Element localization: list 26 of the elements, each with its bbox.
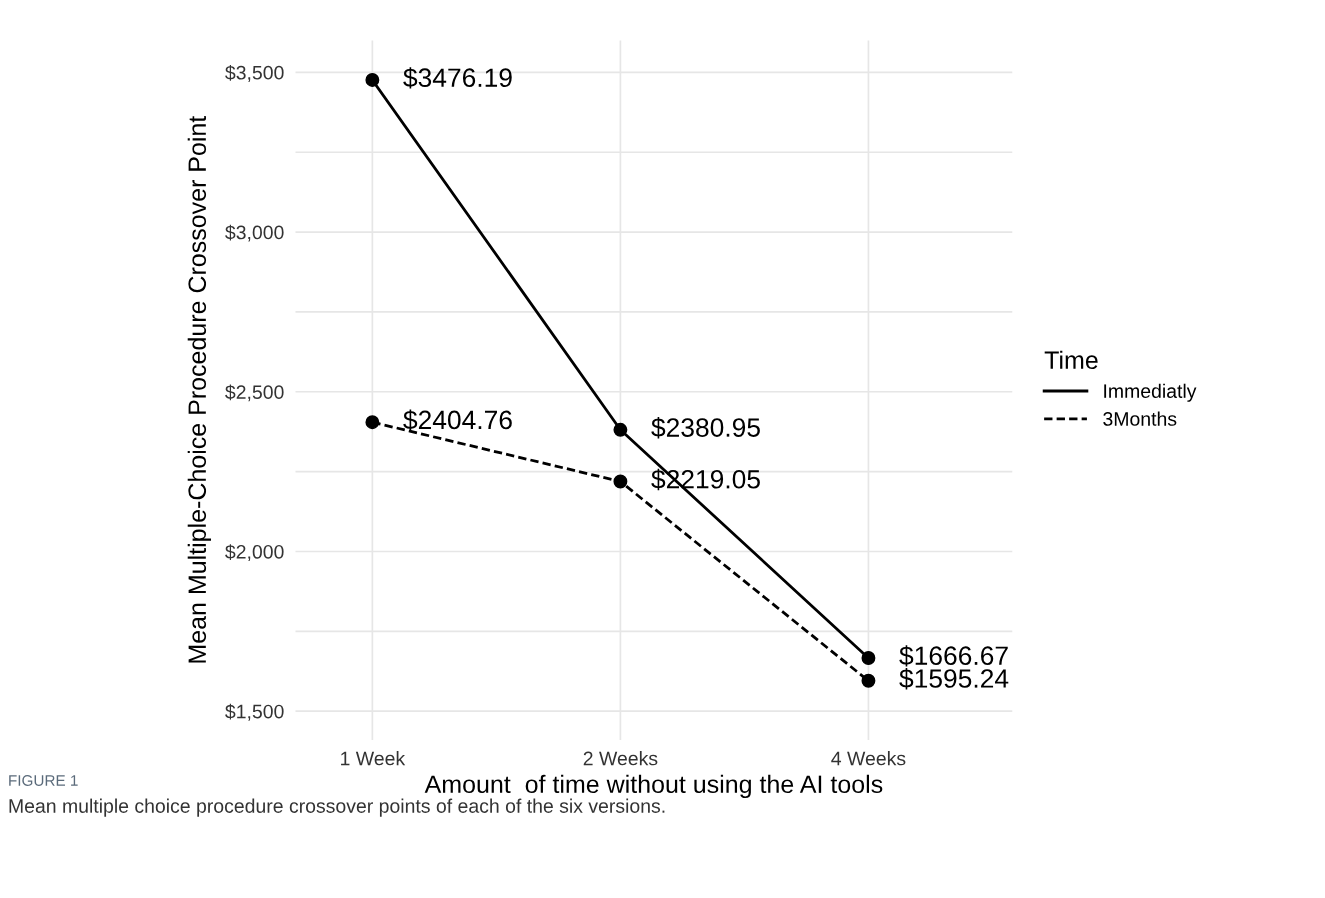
point xyxy=(613,474,628,489)
text: Mean multiple choice procedure crossover points of each of the six versions. xyxy=(9,798,665,817)
caption: FIGURE 1 xyxy=(9,775,78,786)
point xyxy=(365,415,380,430)
y-tick-label: $3,000 xyxy=(225,224,284,242)
legend-label: 3Months xyxy=(1103,411,1177,426)
point xyxy=(861,673,876,688)
point xyxy=(613,422,628,437)
x-axis-title: Amount of time without using the AI tools xyxy=(424,774,883,799)
x-tick-label: 2 Weeks xyxy=(583,751,658,766)
y-tick-label: $2,500 xyxy=(225,384,284,402)
y-axis-title: Mean Multiple-Choice Procedure Crossover Point xyxy=(187,115,212,663)
point xyxy=(861,651,876,665)
data-label: $3476.19 xyxy=(403,67,512,89)
data-label: $1595.24 xyxy=(899,668,1009,690)
data-label: $2404.76 xyxy=(403,409,512,431)
x-tick-label: 1 Week xyxy=(341,751,406,766)
y-tick-label: $1,500 xyxy=(225,703,284,721)
legend-title: Time xyxy=(1044,350,1098,370)
data-label: $2380.95 xyxy=(651,417,760,439)
x-tick-label: 4 Weeks xyxy=(831,751,906,766)
point xyxy=(365,73,380,87)
data-label: $1666.67 xyxy=(899,645,1008,667)
y-tick-label: $2,000 xyxy=(225,544,284,562)
legend-label: Immediatly xyxy=(1104,383,1197,402)
y-tick-label: $3,500 xyxy=(225,65,284,82)
